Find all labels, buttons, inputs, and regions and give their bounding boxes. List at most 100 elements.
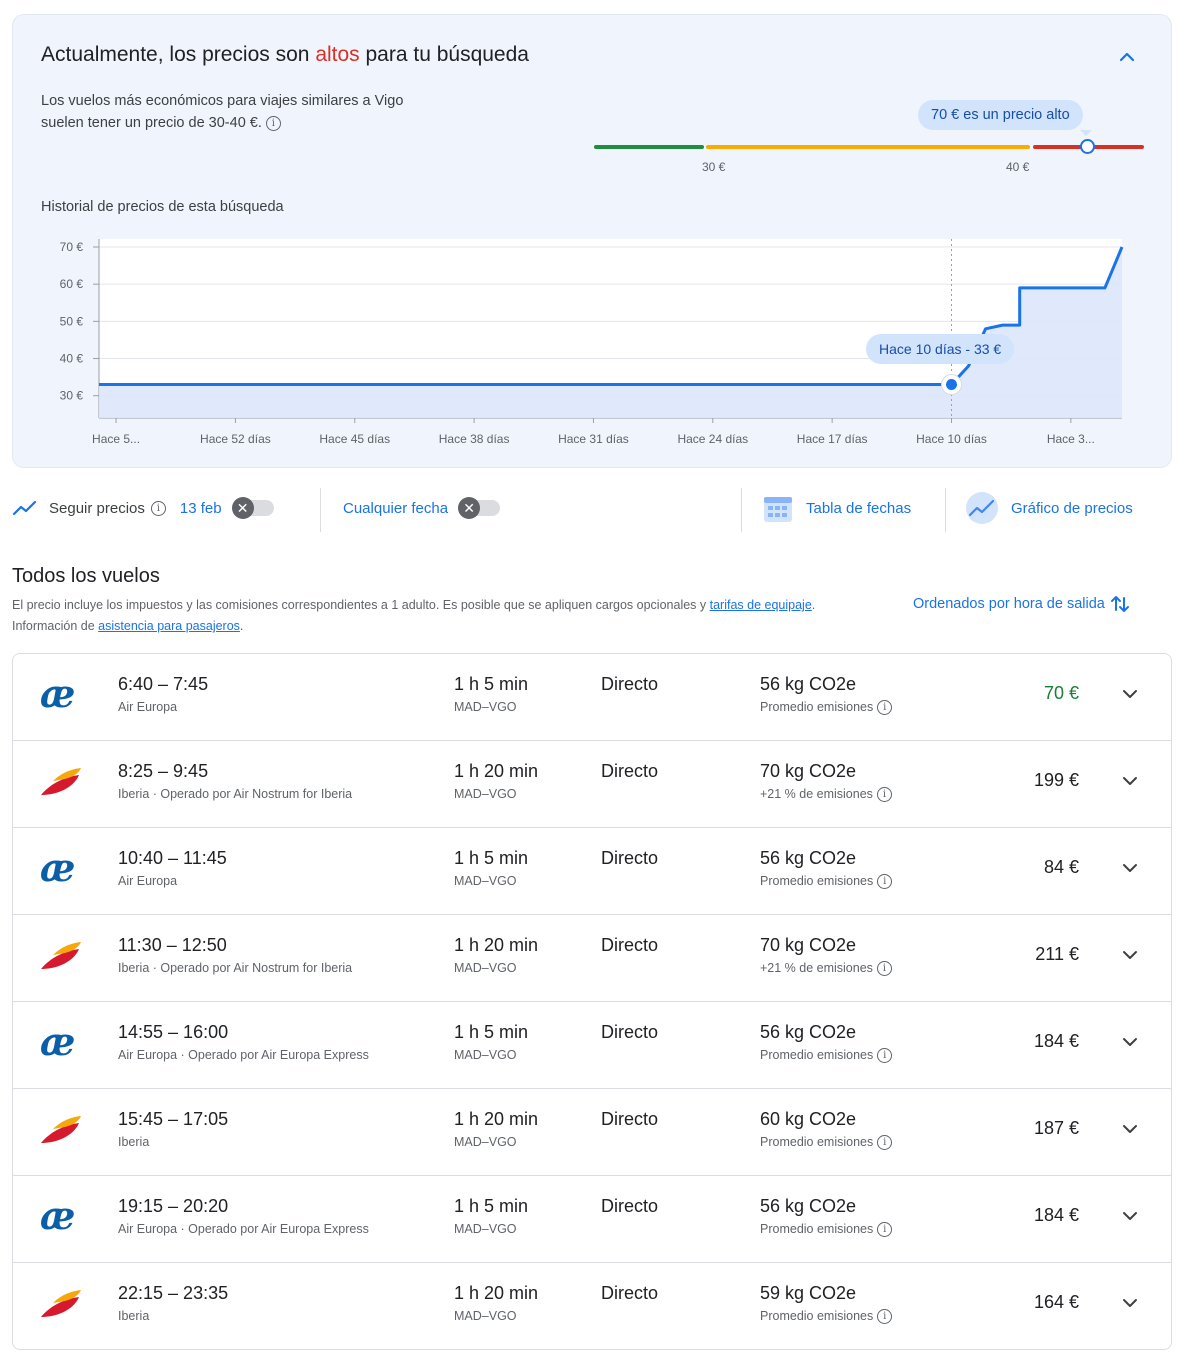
price-graph-button[interactable]: Gráfico de precios — [965, 482, 1133, 534]
flight-route: MAD–VGO — [454, 1222, 517, 1236]
flight-times: 8:25 – 9:45 — [118, 761, 209, 781]
flight-row[interactable]: 8:25 – 9:45 Iberia · Operado por Air Nost… — [13, 741, 1171, 828]
price-history-tooltip: Hace 10 días - 33 € — [866, 334, 1015, 364]
iberia-logo — [39, 1109, 85, 1149]
flight-row[interactable]: æ 6:40 – 7:45 Air Europa 1 h 5 min MAD–VGO D… — [13, 654, 1171, 741]
co2-amount: 60 kg CO2e — [760, 1109, 857, 1129]
flight-stops: Directo — [601, 761, 659, 781]
flight-row[interactable]: æ 19:15 – 20:20 Air Europa · Operado por … — [13, 1176, 1171, 1263]
price-range-high-label: 40 € — [1006, 160, 1030, 174]
y-tick-label: 40 € — [60, 352, 84, 366]
chevron-down-icon[interactable] — [1119, 683, 1141, 705]
airline-name: Iberia · Operado por Air Nostrum for Ibe… — [118, 961, 353, 975]
all-flights-title: Todos los vuelos — [12, 565, 160, 587]
info-icon[interactable]: i — [265, 115, 281, 131]
y-tick-label: 60 € — [60, 277, 84, 291]
track-prices-control: Seguir precios i 13 feb ✕ — [12, 482, 274, 534]
flight-route: MAD–VGO — [454, 787, 517, 801]
emissions-note: Promedio emisiones i — [760, 1309, 893, 1325]
air-europa-logo: æ — [39, 1193, 85, 1238]
airline-name: Air Europa — [118, 874, 178, 888]
info-icon[interactable]: i — [877, 1222, 893, 1238]
toggle-off-icon: ✕ — [231, 497, 254, 519]
x-tick-label: Hace 52 días — [200, 432, 271, 446]
chevron-up-icon[interactable] — [1115, 45, 1139, 69]
flight-price: 164 € — [1033, 1292, 1079, 1312]
flight-price: 187 € — [1033, 1118, 1079, 1138]
flight-duration: 1 h 5 min — [454, 1196, 529, 1216]
x-tick-label: Hace 17 días — [797, 432, 868, 446]
divider — [320, 488, 321, 532]
air-europa-logo: æ — [39, 1019, 85, 1064]
flight-duration: 1 h 20 min — [454, 761, 539, 781]
flight-stops: Directo — [601, 935, 659, 955]
price-insights-headline: Actualmente, los precios son altos para … — [41, 43, 529, 66]
emissions-note: Promedio emisiones i — [760, 1135, 893, 1151]
date-grid-label: Tabla de fechas — [806, 499, 912, 517]
flight-row[interactable]: æ 14:55 – 16:00 Air Europa · Operado por … — [13, 1002, 1171, 1089]
x-tick-label: Hace 24 días — [677, 432, 748, 446]
flight-duration: 1 h 5 min — [454, 674, 529, 694]
iberia-logo — [39, 761, 85, 801]
flight-duration: 1 h 20 min — [454, 1109, 539, 1129]
sort-button[interactable]: Ordenados por hora de salida — [913, 593, 1131, 615]
info-icon[interactable]: i — [877, 700, 893, 716]
chevron-down-icon[interactable] — [1119, 770, 1141, 792]
chevron-down-icon[interactable] — [1119, 1118, 1141, 1140]
date-grid-button[interactable]: Tabla de fechas — [762, 482, 911, 534]
co2-amount: 56 kg CO2e — [760, 674, 857, 694]
x-tick-label: Hace 10 días — [916, 432, 987, 446]
price-history-title: Historial de precios de esta búsqueda — [41, 199, 284, 215]
chevron-down-icon[interactable] — [1119, 857, 1141, 879]
flight-row[interactable]: 22:15 – 23:35 Iberia 1 h 20 min MAD–VGO Dire… — [13, 1263, 1171, 1349]
chevron-down-icon[interactable] — [1119, 944, 1141, 966]
info-icon[interactable]: i — [877, 1309, 893, 1325]
flight-times: 6:40 – 7:45 — [118, 674, 209, 694]
info-icon[interactable]: i — [877, 874, 893, 890]
flight-row[interactable]: æ 10:40 – 11:45 Air Europa 1 h 5 min MAD–VG… — [13, 828, 1171, 915]
any-date-toggle[interactable]: ✕ — [458, 497, 501, 519]
price-range-low-bar — [594, 145, 704, 149]
co2-amount: 70 kg CO2e — [760, 761, 857, 781]
flight-route: MAD–VGO — [454, 961, 517, 975]
any-date-control: Cualquier fecha ✕ — [343, 482, 501, 534]
flight-times: 22:15 – 23:35 — [118, 1283, 229, 1303]
divider — [741, 488, 742, 532]
chevron-down-icon[interactable] — [1119, 1205, 1141, 1227]
iberia-logo — [39, 935, 85, 975]
toggle-off-icon: ✕ — [458, 497, 481, 519]
chevron-down-icon[interactable] — [1119, 1031, 1141, 1053]
sort-label: Ordenados por hora de salida — [913, 596, 1105, 612]
info-icon[interactable]: i — [877, 1048, 893, 1064]
flight-row[interactable]: 11:30 – 12:50 Iberia · Operado por Air No… — [13, 915, 1171, 1002]
air-europa-logo: æ — [39, 671, 85, 716]
flight-route: MAD–VGO — [454, 1309, 517, 1323]
any-date-label: Cualquier fecha — [343, 499, 449, 517]
x-tick-label: Hace 38 días — [439, 432, 510, 446]
x-tick-label: Hace 3... — [1047, 432, 1095, 446]
emissions-note: +21 % de emisiones i — [760, 961, 892, 977]
info-icon[interactable]: i — [876, 961, 892, 977]
passenger-assistance-link[interactable]: asistencia para pasajeros — [98, 619, 240, 633]
svg-text:æ: æ — [40, 674, 75, 714]
co2-amount: 70 kg CO2e — [760, 935, 857, 955]
baggage-fees-link[interactable]: tarifas de equipaje — [709, 598, 812, 612]
price-graph-label: Gráfico de precios — [1011, 499, 1133, 517]
flight-duration: 1 h 5 min — [454, 848, 529, 868]
price-graph-icon — [966, 492, 998, 524]
flight-list: æ 6:40 – 7:45 Air Europa 1 h 5 min MAD–VGO D… — [12, 653, 1172, 1350]
info-icon[interactable]: i — [877, 1135, 893, 1151]
flight-stops: Directo — [601, 848, 659, 868]
flight-row[interactable]: 15:45 – 17:05 Iberia 1 h 20 min MAD–VGO Dire… — [13, 1089, 1171, 1176]
info-icon[interactable]: i — [150, 500, 166, 516]
co2-amount: 59 kg CO2e — [760, 1283, 857, 1303]
svg-text:æ: æ — [40, 1196, 75, 1236]
flight-toolbar: Seguir precios i 13 feb ✕ Cualquier fech… — [0, 482, 1200, 534]
emissions-note: Promedio emisiones i — [760, 700, 893, 716]
current-price-marker — [1080, 139, 1095, 154]
info-icon[interactable]: i — [876, 787, 892, 803]
airline-name: Air Europa · Operado por Air Europa Expr… — [118, 1048, 369, 1062]
track-date-toggle[interactable]: ✕ — [231, 497, 274, 519]
chevron-down-icon[interactable] — [1119, 1292, 1141, 1314]
trending-icon — [12, 500, 37, 516]
